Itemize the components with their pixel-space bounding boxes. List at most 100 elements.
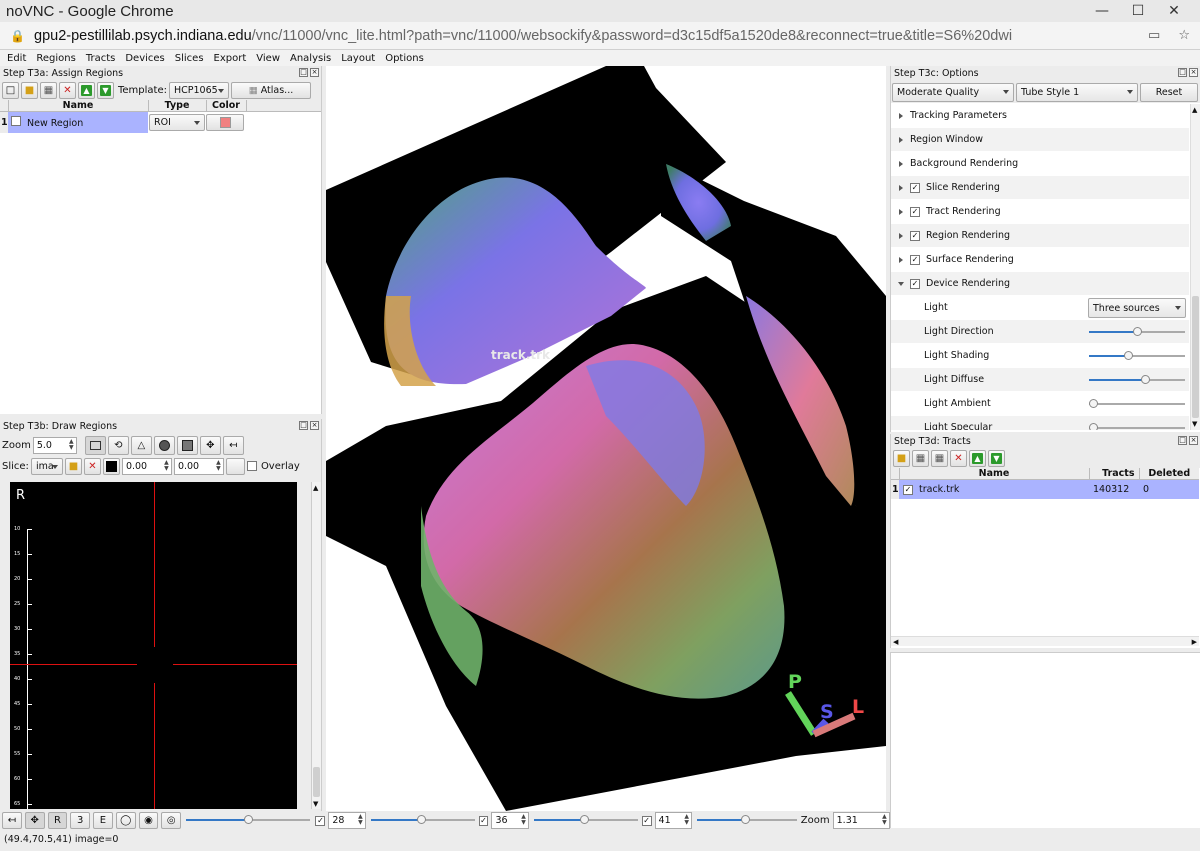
menu-devices[interactable]: Devices [125, 52, 165, 64]
minimize-icon[interactable]: — [1095, 3, 1109, 19]
expand-right-icon[interactable] [899, 208, 903, 215]
option-surface-rendering[interactable]: ✓ Surface Rendering [891, 248, 1189, 272]
maximize-icon[interactable]: ☐ [1131, 3, 1145, 19]
save-icon[interactable]: ▦ [40, 82, 57, 99]
sub-option-slider[interactable] [1089, 351, 1185, 360]
col-color[interactable]: Color [206, 100, 247, 112]
move-tool-icon[interactable]: ✥ [199, 435, 221, 455]
slice3-input[interactable]: 41 ▲ ▼ [654, 812, 693, 829]
menu-analysis[interactable]: Analysis [290, 52, 332, 64]
overlay-checkbox[interactable] [246, 461, 257, 471]
move-down-icon[interactable]: ▼ [988, 450, 1005, 467]
region-type-cell[interactable]: ROI [148, 112, 206, 133]
float-icon[interactable]: □ [1178, 436, 1187, 445]
scroll-up-icon[interactable]: ▲ [313, 484, 319, 492]
region-color-swatch[interactable] [206, 113, 244, 131]
threshold-min-input[interactable]: 0.00 ▲ ▼ [121, 457, 172, 475]
option-checkbox[interactable]: ✓ [910, 254, 920, 265]
region-color-cell[interactable] [206, 112, 246, 133]
polygon-tool-icon[interactable]: △ [130, 435, 152, 455]
option-tracking-parameters[interactable]: Tracking Parameters [891, 104, 1189, 128]
slice3-checkbox[interactable]: ✓ [641, 815, 652, 826]
freehand-tool-icon[interactable]: ⟲ [107, 435, 129, 455]
sub-option-slider[interactable] [1089, 327, 1185, 336]
url-text[interactable]: gpu2-pestillilab.psych.indiana.edu/vnc/1… [34, 28, 1012, 44]
slice2-slider[interactable] [532, 811, 639, 830]
cursor-tool-icon[interactable]: ✥ [24, 812, 45, 829]
option-tract-rendering[interactable]: ✓ Tract Rendering [891, 200, 1189, 224]
view-r-button[interactable]: R [47, 812, 68, 829]
expand-right-icon[interactable] [899, 232, 903, 239]
close-panel-icon[interactable]: × [310, 68, 319, 77]
col-tract-count[interactable]: Tracts [1089, 468, 1140, 480]
close-panel-icon[interactable]: × [1189, 436, 1198, 445]
slice-scrollbar[interactable]: ▲ ▼ [311, 482, 321, 809]
option-checkbox[interactable]: ✓ [910, 182, 920, 193]
scroll-thumb[interactable] [313, 767, 320, 797]
tract-visible-checkbox[interactable]: ✓ [903, 484, 913, 495]
region-name-cell[interactable]: New Region [8, 111, 148, 133]
move-up-icon[interactable]: ▲ [78, 82, 95, 99]
option-checkbox[interactable]: ✓ [910, 278, 920, 289]
col-tract-name[interactable]: Name [899, 468, 1090, 480]
brain-icon[interactable]: ◉ [138, 812, 159, 829]
address-bar[interactable]: 🔒 gpu2-pestillilab.psych.indiana.edu/vnc… [0, 22, 1200, 50]
main-slider[interactable] [184, 811, 312, 830]
quality-select[interactable]: Moderate Quality [892, 82, 1014, 102]
move-down-icon[interactable]: ▼ [97, 82, 114, 99]
square-tool-icon[interactable] [176, 435, 198, 455]
tube-style-select[interactable]: Tube Style 1 [1016, 82, 1138, 102]
option-background-rendering[interactable]: Background Rendering [891, 152, 1189, 176]
sub-option-slider[interactable] [1089, 375, 1185, 384]
view-3-button[interactable]: 3 [70, 812, 91, 829]
new-file-icon[interactable]: □ [2, 82, 19, 99]
close-icon[interactable]: ✕ [1168, 3, 1180, 19]
option-checkbox[interactable]: ✓ [910, 206, 920, 217]
option-slice-rendering[interactable]: ✓ Slice Rendering [891, 176, 1189, 200]
scroll-right-icon[interactable]: ▶ [1191, 638, 1197, 646]
brain-side-icon[interactable]: ◎ [161, 812, 182, 829]
expand-right-icon[interactable] [899, 112, 903, 119]
expand-right-icon[interactable] [899, 136, 903, 143]
open-folder-icon[interactable]: ■ [893, 450, 910, 467]
template-select[interactable]: HCP1065 [169, 82, 229, 99]
rotate-icon[interactable]: ◯ [115, 812, 136, 829]
rectangle-tool-icon[interactable] [84, 435, 106, 455]
atlas-button[interactable]: ▦ Atlas... [231, 82, 311, 99]
col-tract-deleted[interactable]: Deleted [1139, 468, 1199, 480]
float-icon[interactable]: □ [1178, 68, 1187, 77]
col-name[interactable]: Name [8, 100, 149, 112]
color-white-icon[interactable] [225, 457, 245, 475]
float-icon[interactable]: □ [299, 68, 308, 77]
save-all-icon[interactable]: ▦ [931, 450, 948, 467]
float-icon[interactable]: □ [299, 421, 308, 430]
option-region-rendering[interactable]: ✓ Region Rendering [891, 224, 1189, 248]
expand-right-icon[interactable] [899, 160, 903, 167]
menu-slices[interactable]: Slices [174, 52, 204, 64]
cast-icon[interactable]: ▭ [1148, 28, 1161, 43]
light-select[interactable]: Three sources [1088, 298, 1186, 318]
open-folder-icon[interactable]: ■ [21, 82, 38, 99]
menu-regions[interactable]: Regions [36, 52, 76, 64]
scroll-up-icon[interactable]: ▲ [1192, 106, 1198, 114]
scroll-thumb[interactable] [1192, 296, 1199, 418]
scroll-left-icon[interactable]: ◀ [893, 638, 899, 646]
save-icon[interactable]: ▦ [912, 450, 929, 467]
reset-button[interactable]: Reset [1140, 82, 1198, 102]
slice1-slider[interactable] [369, 811, 476, 830]
color-black-icon[interactable] [102, 457, 120, 475]
close-panel-icon[interactable]: × [1189, 68, 1198, 77]
scroll-down-icon[interactable]: ▼ [1192, 420, 1198, 428]
zoom-input[interactable]: 1.31 ▲ ▼ [832, 812, 890, 829]
3d-viewer[interactable]: track.trk P S L [326, 66, 886, 811]
threshold-max-input[interactable]: 0.00 ▲ ▼ [173, 457, 224, 475]
draw-zoom-input[interactable]: 5.0 ▲ ▼ [32, 436, 77, 454]
option-device-rendering[interactable]: ✓ Device Rendering [891, 272, 1189, 296]
delete-icon[interactable]: ✕ [950, 450, 967, 467]
col-type[interactable]: Type [148, 100, 207, 112]
sub-option-slider[interactable] [1089, 399, 1185, 408]
slice-select[interactable]: ima [30, 457, 63, 475]
table-row[interactable]: 1 ✓ track.trk 140312 0 [891, 479, 1199, 499]
expand-right-icon[interactable] [899, 184, 903, 191]
open-folder-icon[interactable]: ■ [64, 457, 82, 475]
